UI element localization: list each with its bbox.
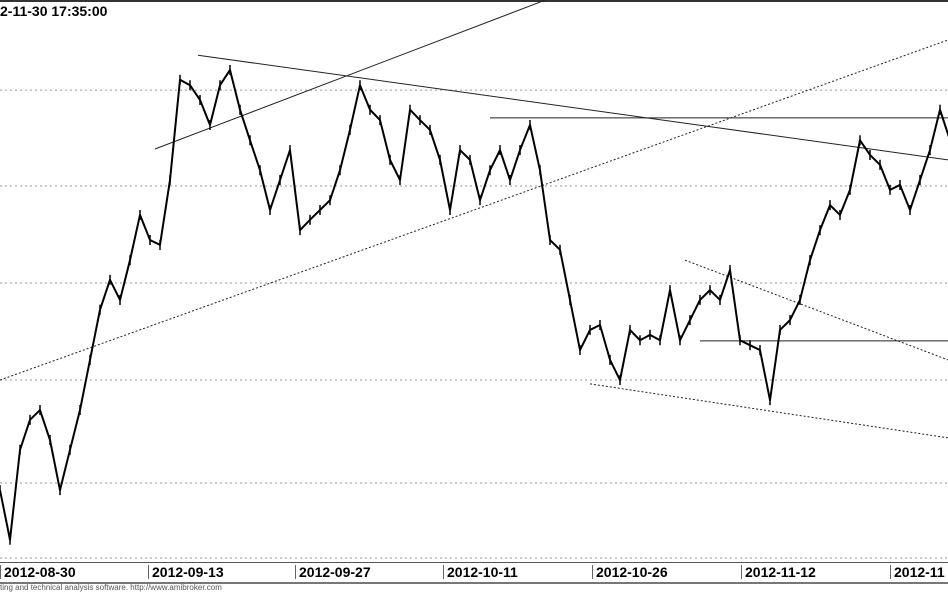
x-axis: 2012-08-30 2012-09-13 2012-09-27 2012-10-11… bbox=[0, 562, 948, 584]
trendline bbox=[197, 54, 948, 161]
price-line bbox=[0, 68, 948, 541]
x-tick-label: 2012-11-12 bbox=[741, 565, 816, 579]
trendline bbox=[154, 0, 546, 150]
x-tick-label: 2012-11 bbox=[890, 565, 945, 579]
top-border bbox=[0, 0, 948, 2]
x-tick-label: 2012-10-11 bbox=[443, 565, 518, 579]
x-tick-label: 2012-09-27 bbox=[295, 565, 371, 579]
price-series bbox=[0, 64, 948, 545]
x-tick-label: 2012-08-30 bbox=[0, 565, 76, 579]
x-tick-label: 2012-09-13 bbox=[148, 565, 224, 579]
x-tick-label: 2012-10-26 bbox=[592, 565, 668, 579]
trendline bbox=[0, 39, 948, 381]
trendline bbox=[684, 259, 948, 361]
price-chart bbox=[0, 0, 948, 559]
chart-title: 2-11-30 17:35:00 bbox=[0, 3, 108, 19]
footer-text: ting and technical analysis software. ht… bbox=[0, 583, 222, 592]
trendlines bbox=[0, 0, 948, 439]
gridlines bbox=[0, 89, 948, 559]
trendline bbox=[589, 383, 948, 439]
